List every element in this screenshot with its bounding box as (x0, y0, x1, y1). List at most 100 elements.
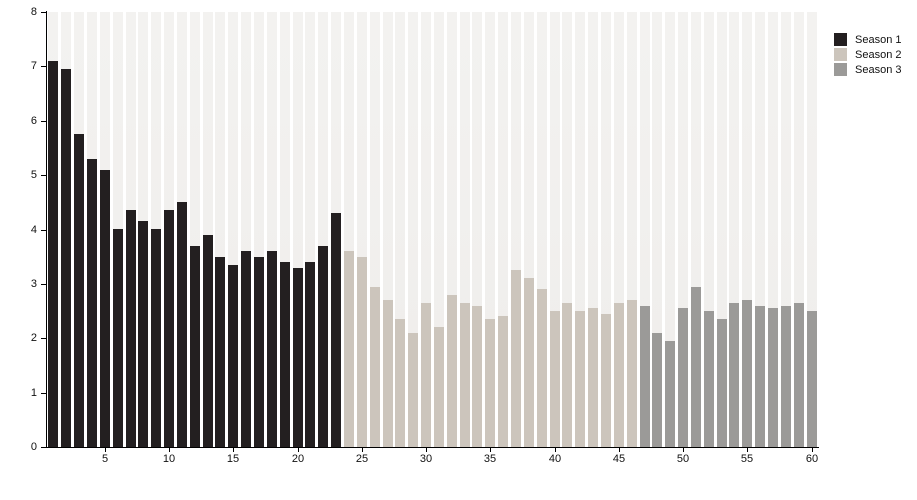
episode-bar-51 (690, 287, 701, 447)
episode-background-column (575, 12, 586, 447)
episode-background-column (806, 12, 817, 447)
episode-background-column (485, 12, 496, 447)
legend-label-season-2: Season 2 (855, 48, 902, 61)
x-axis-tick (619, 448, 620, 452)
episode-background-column (768, 12, 779, 447)
episode-background-column (305, 12, 316, 447)
episode-bar-8 (138, 221, 149, 447)
x-axis-tick-label: 50 (676, 453, 690, 465)
episode-bar-31 (433, 327, 444, 447)
legend-swatch-season-3-icon (834, 63, 847, 76)
y-axis-tick-label: 0 (30, 441, 37, 453)
episode-background-column (536, 12, 547, 447)
x-axis-tick (555, 448, 556, 452)
y-axis-tick (41, 338, 46, 339)
episode-bar-3 (74, 134, 85, 447)
episode-bar-16 (241, 251, 252, 447)
episode-background-column (382, 12, 393, 447)
episode-bar-32 (446, 295, 457, 447)
episode-background-column (279, 12, 290, 447)
episode-bar-60 (806, 311, 817, 447)
episode-bar-58 (780, 306, 791, 447)
episode-bar-42 (575, 311, 586, 447)
episode-background-column (639, 12, 650, 447)
episode-background-column (241, 12, 252, 447)
episode-background-column (228, 12, 239, 447)
episode-bar-22 (318, 246, 329, 447)
episode-background-column (189, 12, 200, 447)
episode-bar-36 (498, 316, 509, 447)
episode-bar-39 (536, 289, 547, 447)
episode-background-column (652, 12, 663, 447)
episode-bar-17 (254, 257, 265, 447)
episode-background-column (703, 12, 714, 447)
legend-swatch-season-2-icon (834, 48, 847, 61)
episode-bar-26 (369, 287, 380, 447)
y-axis-tick-label: 2 (30, 332, 37, 344)
x-axis-tick (747, 448, 748, 452)
episode-bar-9 (151, 229, 162, 447)
x-axis-tick-label: 5 (101, 453, 109, 465)
x-axis-tick-label: 40 (548, 453, 562, 465)
y-axis-tick (41, 175, 46, 176)
y-axis-line (46, 11, 47, 448)
episode-bar-43 (588, 308, 599, 447)
x-axis-tick (233, 448, 234, 452)
episode-background-column (215, 12, 226, 447)
episode-bar-41 (562, 303, 573, 447)
episode-bar-2 (61, 69, 72, 447)
episode-bar-40 (549, 311, 560, 447)
y-axis-tick-label: 1 (30, 387, 37, 399)
episode-bar-6 (112, 229, 123, 447)
episode-background-column (343, 12, 354, 447)
episode-background-column (433, 12, 444, 447)
legend-label-season-1: Season 1 (855, 33, 902, 46)
x-axis-tick-label: 35 (483, 453, 497, 465)
x-axis-tick (362, 448, 363, 452)
episode-bar-49 (665, 341, 676, 447)
episode-background-column (549, 12, 560, 447)
y-axis-tick (41, 284, 46, 285)
x-axis-tick (683, 448, 684, 452)
episode-background-column (588, 12, 599, 447)
episode-background-column (729, 12, 740, 447)
y-axis-tick (41, 230, 46, 231)
episode-bar-38 (523, 278, 534, 447)
episode-background-column (369, 12, 380, 447)
y-axis-tick (41, 12, 46, 13)
episode-bar-37 (511, 270, 522, 447)
episode-bar-20 (292, 268, 303, 447)
episode-bar-57 (768, 308, 779, 447)
episode-background-column (421, 12, 432, 447)
episode-bar-46 (626, 300, 637, 447)
legend-item-season-2: Season 2 (834, 47, 901, 62)
episode-bar-5 (99, 170, 110, 447)
y-axis-tick (41, 393, 46, 394)
episode-background-column (408, 12, 419, 447)
x-axis-tick-label: 25 (355, 453, 369, 465)
episode-bar-28 (395, 319, 406, 447)
episode-bar-45 (613, 303, 624, 447)
y-axis-tick (41, 66, 46, 67)
legend-label-season-3: Season 3 (855, 63, 902, 76)
episode-bar-18 (266, 251, 277, 447)
episode-bar-44 (600, 314, 611, 447)
x-axis-line (46, 447, 819, 448)
episode-background-column (755, 12, 766, 447)
episode-bar-10 (164, 210, 175, 447)
episode-background-column (472, 12, 483, 447)
x-axis-tick (426, 448, 427, 452)
episode-bar-54 (729, 303, 740, 447)
episode-bar-47 (639, 306, 650, 447)
episode-bar-56 (755, 306, 766, 447)
episode-background-column (742, 12, 753, 447)
episode-bar-27 (382, 300, 393, 447)
episode-background-column (446, 12, 457, 447)
episode-background-column (678, 12, 689, 447)
episode-background-column (356, 12, 367, 447)
episode-bar-34 (472, 306, 483, 447)
episode-background-column (511, 12, 522, 447)
y-axis-tick-label: 3 (30, 278, 37, 290)
episode-background-column (202, 12, 213, 447)
